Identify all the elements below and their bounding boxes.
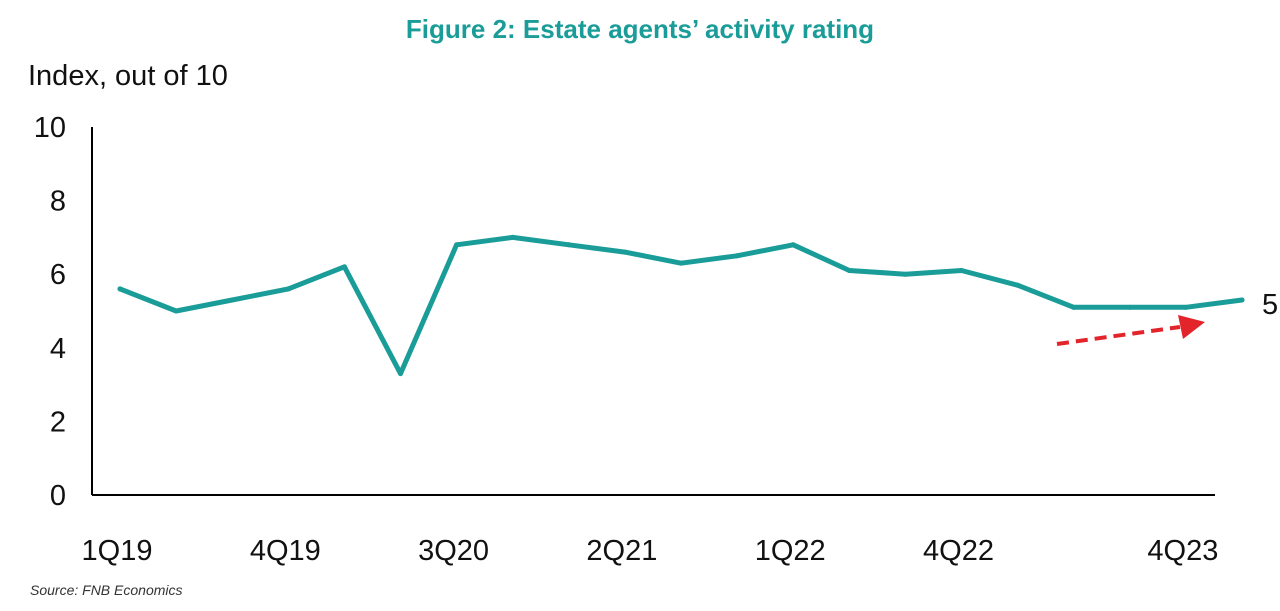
data-point	[117, 286, 123, 292]
data-point	[1071, 304, 1077, 310]
y-tick-label: 10	[34, 112, 66, 144]
x-tick-label: 4Q22	[923, 535, 994, 567]
source-note: Source: FNB Economics	[30, 582, 183, 598]
data-point	[1239, 297, 1245, 303]
data-point	[229, 297, 235, 303]
data-point	[902, 271, 908, 277]
x-tick-label: 1Q19	[82, 535, 153, 567]
data-point	[622, 249, 628, 255]
y-tick-label: 2	[50, 406, 66, 438]
x-tick-label: 4Q19	[250, 535, 321, 567]
data-point	[341, 264, 347, 270]
data-point	[510, 234, 516, 240]
last-value-label: 5,3	[1262, 289, 1280, 321]
data-point	[1183, 304, 1189, 310]
x-tick-label: 3Q20	[418, 535, 489, 567]
data-point	[566, 242, 572, 248]
y-tick-label: 0	[50, 480, 66, 512]
data-point	[1015, 282, 1021, 288]
x-tick-label: 1Q22	[755, 535, 826, 567]
data-point	[734, 253, 740, 259]
data-point	[173, 308, 179, 314]
data-point	[285, 286, 291, 292]
y-tick-label: 4	[50, 333, 66, 365]
data-point	[398, 371, 403, 377]
data-point	[846, 268, 852, 274]
trend-arrow	[1056, 315, 1205, 346]
data-point	[678, 260, 684, 266]
data-point	[1127, 304, 1133, 310]
data-point	[454, 242, 460, 248]
x-tick-label: 2Q21	[586, 535, 657, 567]
line-chart: 0 2 4 6 8 10 1Q19 4Q19 3Q20 2Q21 1Q22 4Q22 4Q23 5,3	[34, 112, 1280, 567]
y-axis-label: Index, out of 10	[28, 60, 228, 92]
y-tick-label: 6	[50, 259, 66, 291]
chart-title: Figure 2: Estate agents’ activity rating	[405, 14, 875, 44]
data-point	[790, 242, 796, 248]
x-tick-label: 4Q23	[1147, 535, 1218, 567]
data-point	[959, 268, 964, 274]
y-tick-label: 8	[50, 186, 66, 218]
